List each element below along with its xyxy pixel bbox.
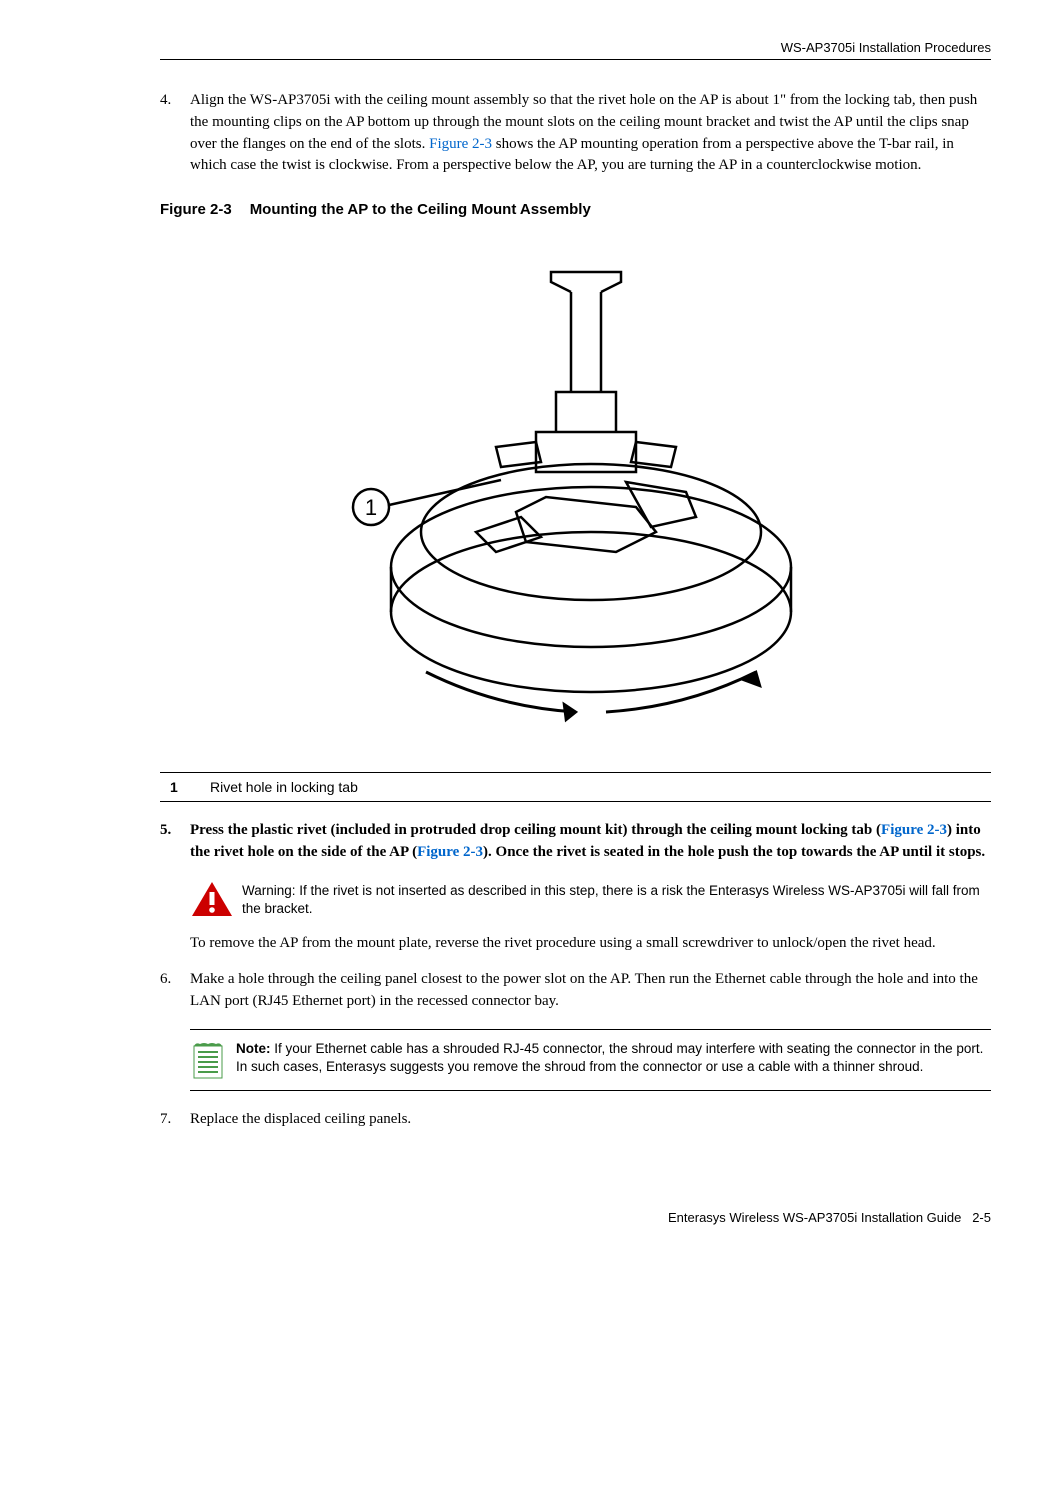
legend-row-1: 1 Rivet hole in locking tab [160, 773, 991, 802]
note-text: Note: If your Ethernet cable has a shrou… [236, 1040, 991, 1078]
step-7-number: 7. [160, 1109, 190, 1131]
step-4: 4. Align the WS-AP3705i with the ceiling… [160, 90, 991, 177]
legend-text-1: Rivet hole in locking tab [200, 773, 991, 802]
step-6: 6. Make a hole through the ceiling panel… [160, 969, 991, 1013]
note-body: If your Ethernet cable has a shrouded RJ… [236, 1041, 983, 1075]
footer-page-number: 2-5 [972, 1210, 991, 1225]
figure-2-3-link-b[interactable]: Figure 2-3 [881, 822, 947, 838]
note-label: Note: [236, 1041, 271, 1056]
footer-doc-title: Enterasys Wireless WS-AP3705i Installati… [668, 1210, 961, 1225]
note-callout: Note: If your Ethernet cable has a shrou… [190, 1029, 991, 1091]
figure-2-3-link-c[interactable]: Figure 2-3 [417, 844, 483, 860]
step-4-number: 4. [160, 90, 190, 177]
figure-label: Figure 2-3 [160, 201, 232, 218]
header-section-title: WS-AP3705i Installation Procedures [160, 40, 991, 60]
step-4-text: Align the WS-AP3705i with the ceiling mo… [190, 90, 991, 177]
step-7: 7. Replace the displaced ceiling panels. [160, 1109, 991, 1131]
figure-title: Figure 2-3 Mounting the AP to the Ceiling… [160, 201, 991, 218]
legend-num-1: 1 [160, 773, 200, 802]
step-6-text: Make a hole through the ceiling panel cl… [190, 969, 991, 1013]
figure-legend-table: 1 Rivet hole in locking tab [160, 772, 991, 802]
figure-caption: Mounting the AP to the Ceiling Mount Ass… [250, 201, 591, 218]
step-6-number: 6. [160, 969, 190, 1013]
figure-2-3-image: 1 [316, 232, 836, 752]
step-5-text: Press the plastic rivet (included in pro… [190, 820, 991, 864]
warning-callout: Warning: If the rivet is not inserted as… [190, 880, 991, 920]
page-footer: Enterasys Wireless WS-AP3705i Installati… [160, 1210, 991, 1225]
figure-2-3-link[interactable]: Figure 2-3 [429, 136, 492, 152]
step-7-text: Replace the displaced ceiling panels. [190, 1109, 991, 1131]
step-5-text-a: Press the plastic rivet (included in pro… [190, 822, 881, 838]
callout-1-label: 1 [364, 495, 376, 520]
step-5-subtext: To remove the AP from the mount plate, r… [190, 933, 991, 955]
warning-text: Warning: If the rivet is not inserted as… [242, 880, 991, 920]
step-5: 5. Press the plastic rivet (included in … [160, 820, 991, 864]
step-5-number: 5. [160, 820, 190, 864]
step-5-text-c: ). Once the rivet is seated in the hole … [483, 844, 985, 860]
warning-icon [190, 880, 234, 918]
note-icon [190, 1040, 226, 1080]
